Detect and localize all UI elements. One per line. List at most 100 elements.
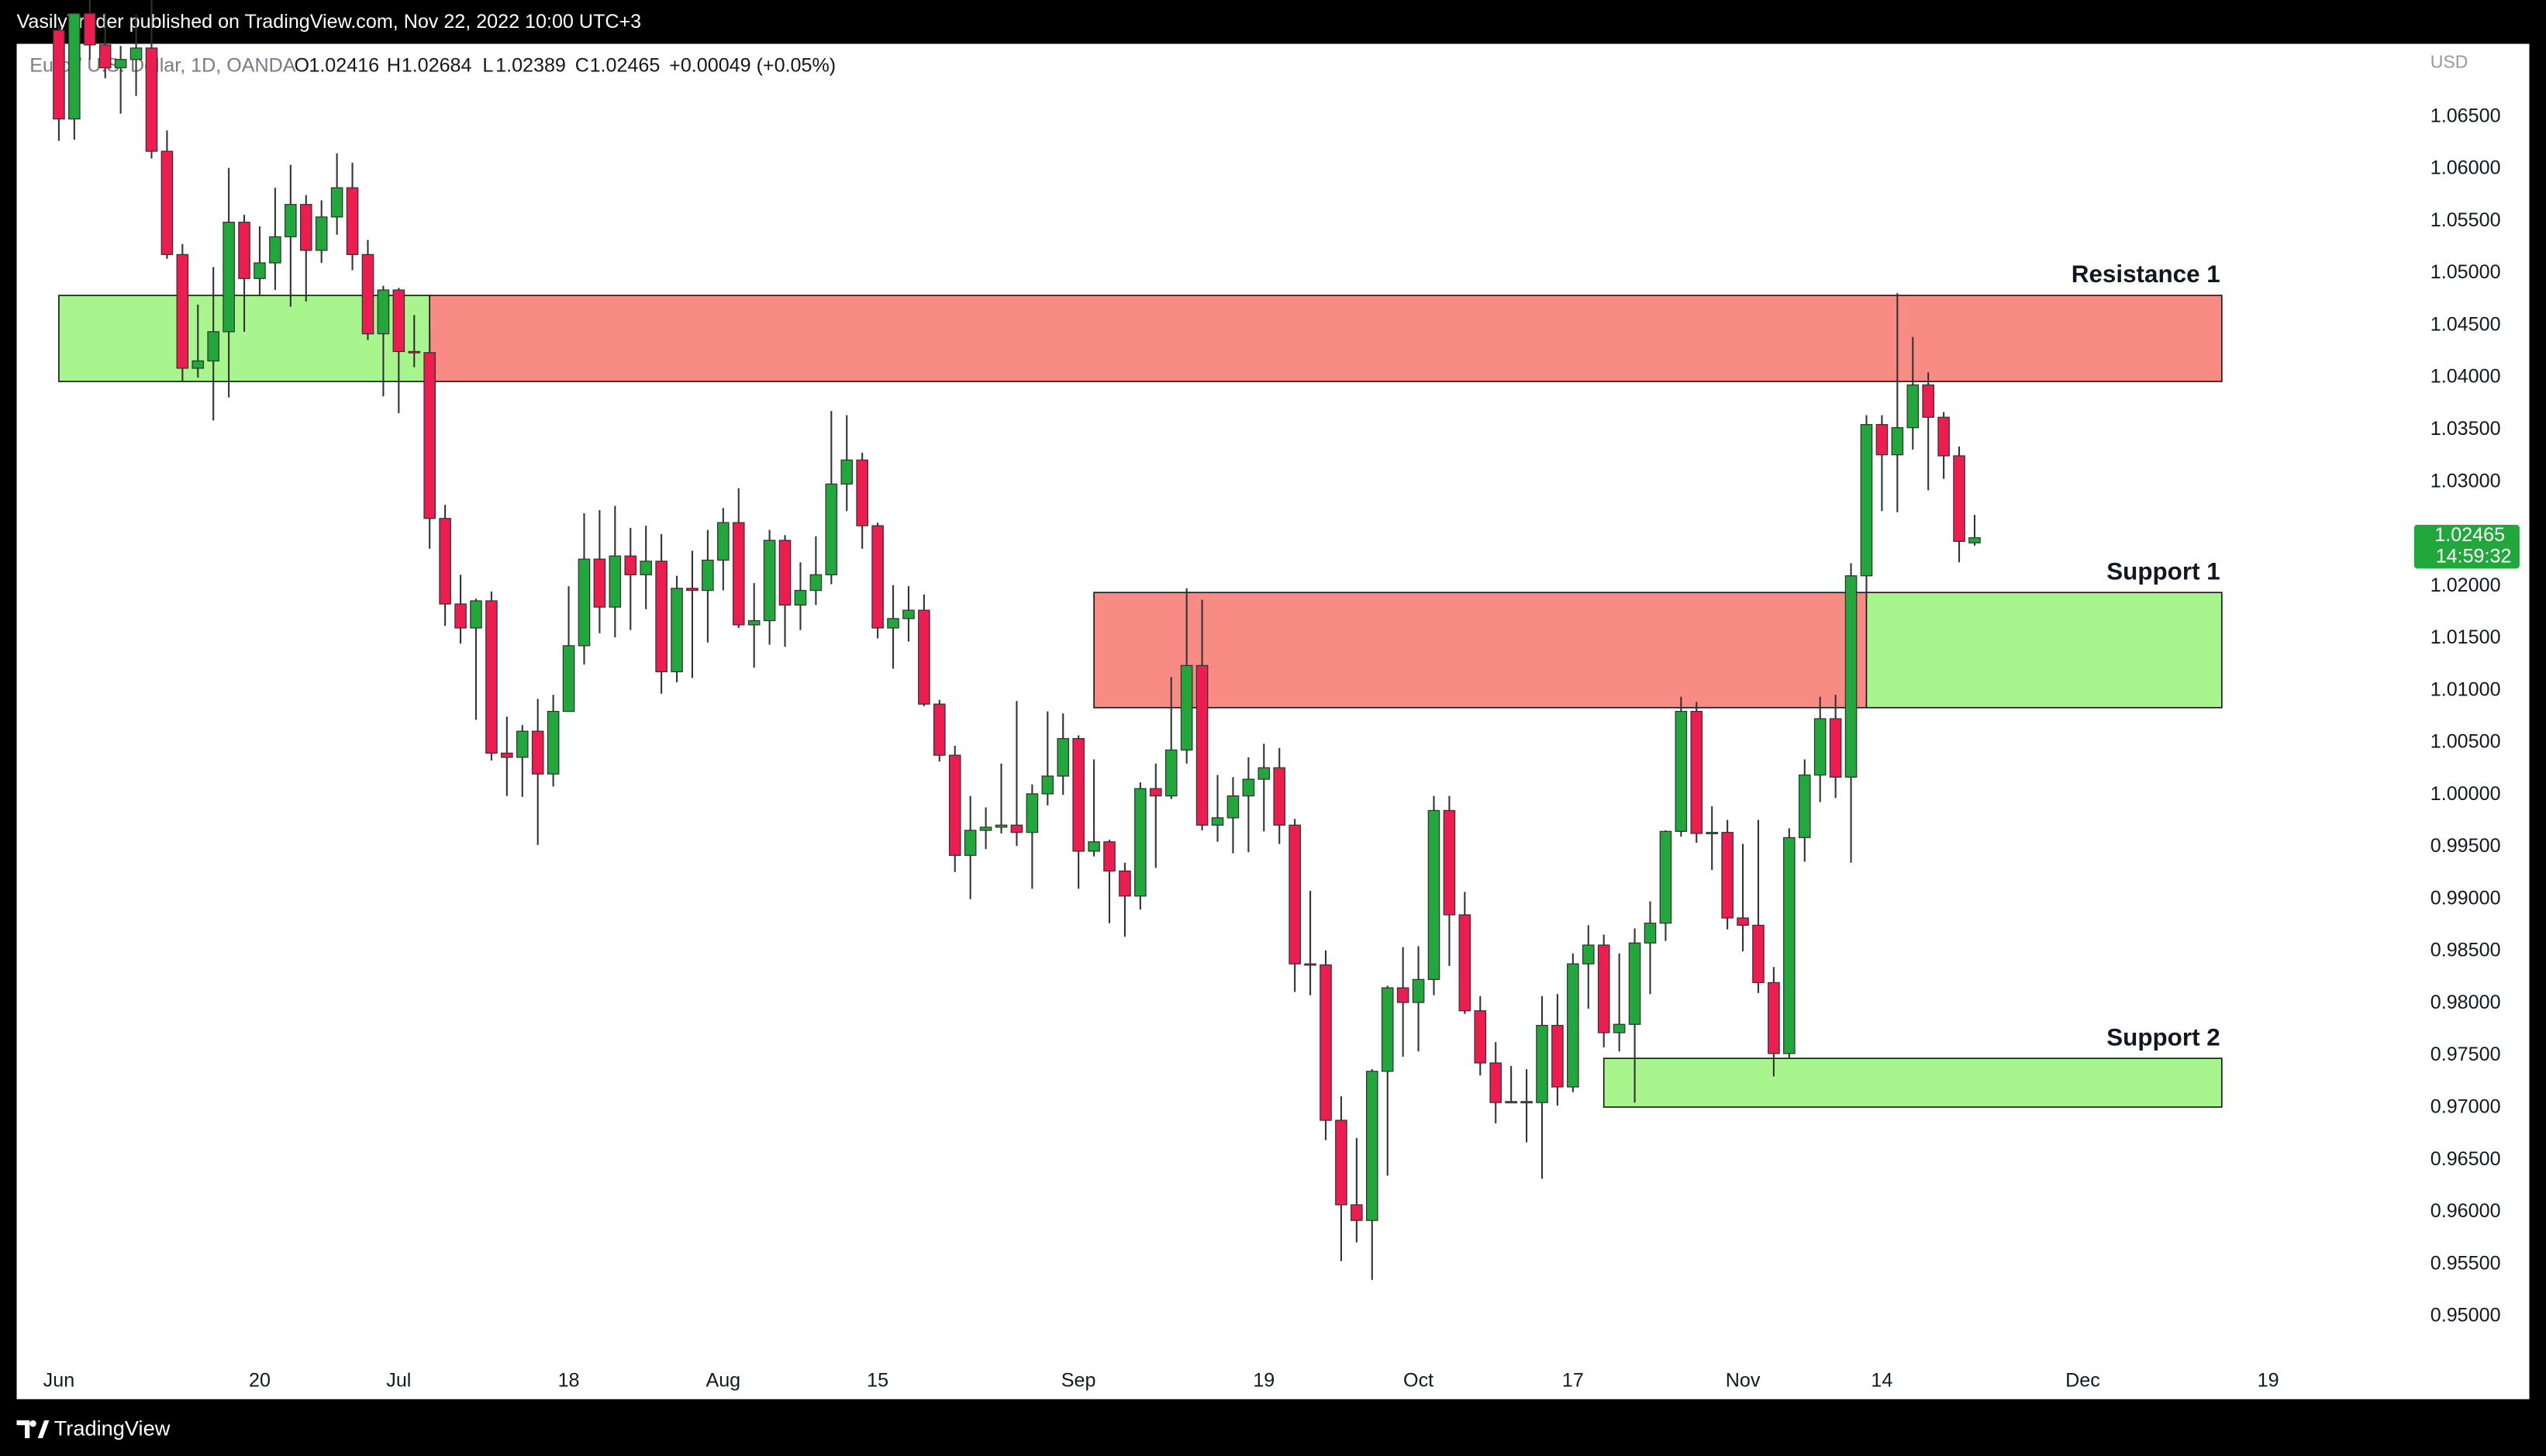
candle-body	[1875, 423, 1889, 456]
candle-body	[747, 619, 761, 626]
y-tick-label: 1.01000	[2430, 678, 2501, 700]
x-tick-label: 17	[1562, 1369, 1584, 1391]
candle-body	[1690, 710, 1703, 834]
candle-body	[1134, 788, 1147, 897]
x-tick-label: Jun	[43, 1369, 74, 1391]
candle-body	[995, 824, 1008, 828]
x-tick-label: 19	[2258, 1369, 2279, 1391]
x-tick-label: 19	[1253, 1369, 1275, 1391]
candle-body	[439, 518, 451, 605]
candle-body	[1551, 1024, 1564, 1088]
x-tick-label: Oct	[1403, 1369, 1433, 1391]
candle-body	[129, 47, 143, 60]
candle-body	[763, 540, 776, 622]
x-tick-label: 14	[1871, 1369, 1892, 1391]
open-value: 1.02416	[309, 54, 379, 76]
x-tick-label: Sep	[1061, 1369, 1096, 1391]
candle-body	[1536, 1024, 1548, 1103]
y-tick-label: 0.96500	[2430, 1148, 2501, 1170]
candle-body	[114, 59, 127, 69]
y-tick-label: 1.04500	[2430, 313, 2501, 335]
y-tick-label: 0.99000	[2430, 887, 2501, 909]
candle-body	[1752, 924, 1765, 984]
x-tick-label: Aug	[705, 1369, 740, 1391]
candle-body	[794, 589, 807, 606]
x-tick-label: 15	[867, 1369, 888, 1391]
zone-label: Support 2	[2106, 1023, 2220, 1051]
candle-body	[1474, 1010, 1487, 1064]
candle-body	[964, 830, 977, 856]
candles	[53, 0, 1981, 1280]
price-tag-countdown: 14:59:32	[2436, 545, 2512, 567]
candle-body	[1427, 809, 1440, 981]
candle-body	[1211, 817, 1224, 826]
candle-body	[1891, 427, 1904, 456]
candle-body	[501, 752, 513, 758]
candle-body	[1443, 809, 1456, 916]
y-tick-label: 1.01500	[2430, 626, 2501, 648]
candle-body	[346, 187, 359, 255]
candle-body	[1149, 788, 1162, 797]
zone	[1093, 592, 1868, 709]
candle-body	[1844, 575, 1858, 778]
candle-body	[269, 236, 281, 264]
candle-body	[53, 29, 65, 120]
candle-body	[1026, 793, 1039, 833]
candle-body	[1860, 423, 1873, 577]
candle-body	[1242, 778, 1255, 797]
candle-body	[238, 221, 250, 279]
candle-body	[392, 289, 405, 353]
x-tick-label: 20	[249, 1369, 271, 1391]
candle-body	[1010, 824, 1023, 833]
y-tick-label: 0.95000	[2430, 1305, 2501, 1327]
candle-body	[485, 600, 498, 754]
candle-body	[145, 47, 158, 152]
candle-body	[918, 609, 930, 705]
candle-body	[299, 204, 312, 251]
y-tick-label: 1.04000	[2430, 366, 2501, 388]
candle-body	[408, 350, 421, 354]
price-tag	[2413, 524, 2520, 569]
candle-body	[640, 561, 652, 575]
candle-body	[1057, 737, 1070, 777]
candle-body	[315, 216, 328, 251]
candle-body	[887, 618, 899, 629]
candle-body	[83, 12, 96, 46]
low-label: L	[482, 54, 493, 76]
candle-body	[1768, 982, 1780, 1054]
candle-body	[1381, 987, 1394, 1072]
candle-body	[1567, 963, 1579, 1088]
x-tick-label: 18	[558, 1369, 580, 1391]
candle-body	[825, 483, 838, 575]
candle-body	[778, 540, 792, 606]
publish-header: VasilyTrader published on TradingView.co…	[17, 11, 642, 33]
candle-body	[1829, 718, 1842, 778]
candle-body	[655, 561, 668, 673]
candle-body	[1041, 775, 1054, 795]
candle-body	[1597, 944, 1610, 1033]
candle-body	[423, 352, 436, 519]
candle-body	[547, 710, 560, 775]
candle-body	[1072, 737, 1085, 852]
candle-body	[593, 558, 606, 608]
price-tag-value: 1.02465	[2434, 524, 2505, 546]
candle-body	[1119, 870, 1131, 897]
candle-body	[1335, 1120, 1347, 1206]
footer: TradingView	[16, 1416, 171, 1440]
candle-body	[1706, 832, 1719, 834]
y-tick-label: 1.03000	[2430, 470, 2501, 492]
candle-body	[98, 44, 112, 69]
legend: Euro / U.S. Dollar, 1D, OANDA O 1.02416 …	[29, 54, 836, 76]
y-tick-label: 0.96000	[2430, 1200, 2501, 1222]
currency: USD	[2430, 52, 2468, 72]
candle-body	[160, 150, 174, 255]
y-tick-label: 1.02000	[2430, 574, 2501, 596]
candle-body	[1320, 964, 1332, 1121]
candle-body	[516, 730, 529, 758]
chart-area	[16, 43, 2530, 1399]
candle-body	[1489, 1062, 1502, 1103]
candle-body	[1289, 824, 1301, 964]
candle-body	[856, 459, 868, 526]
candle-body	[1520, 1101, 1533, 1104]
